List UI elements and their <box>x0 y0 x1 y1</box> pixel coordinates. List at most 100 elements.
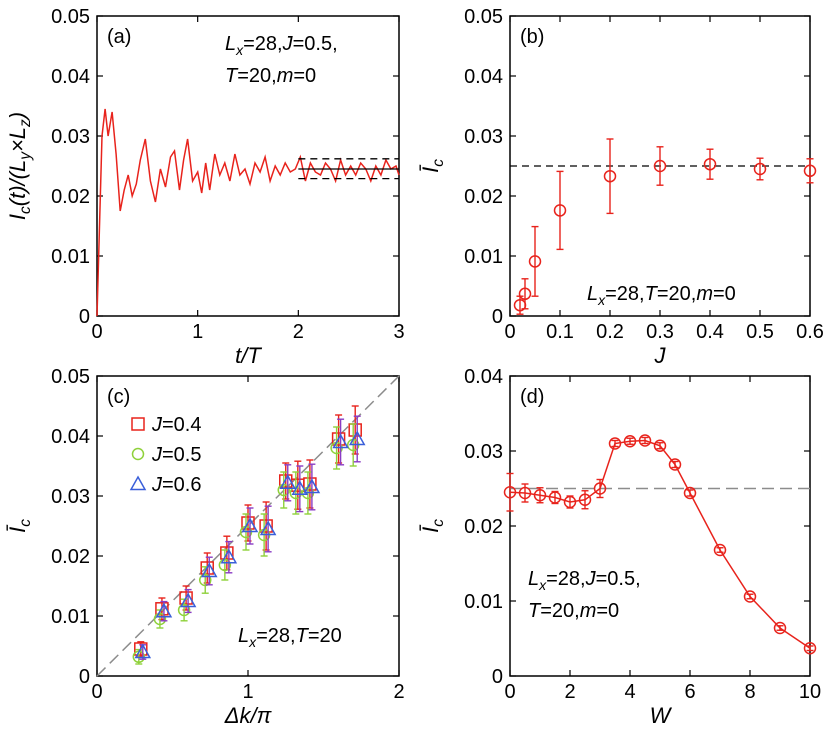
y-tick-label: 0.05 <box>464 6 503 28</box>
panel-annotation: T=20,m=0 <box>225 65 316 87</box>
x-tick-label: 1 <box>242 681 253 703</box>
y-tick-label: 0.02 <box>464 516 503 538</box>
data-point <box>155 602 173 618</box>
data-point <box>593 482 607 495</box>
data-point <box>348 430 366 446</box>
y-tick-label: 0.03 <box>464 126 503 148</box>
data-point <box>623 435 637 448</box>
y-tick-label: 0.03 <box>51 126 90 148</box>
y-tick-label: 0.04 <box>51 66 90 88</box>
x-axis-label: J <box>654 343 667 368</box>
x-tick-label: 6 <box>684 681 695 703</box>
data-point <box>198 573 212 587</box>
x-axis-label: W <box>650 703 673 728</box>
y-tick-label: 0.03 <box>464 441 503 463</box>
y-tick-label: 0 <box>492 306 503 328</box>
data-point <box>259 519 273 533</box>
x-tick-label: 0 <box>504 321 515 343</box>
series-line <box>96 108 400 317</box>
y-tick-label: 0.02 <box>51 186 90 208</box>
data-point <box>331 432 346 446</box>
x-axis-label: t/T <box>235 343 262 368</box>
data-point <box>638 434 652 447</box>
data-point <box>220 546 234 560</box>
y-tick-label: 0 <box>492 666 503 688</box>
y-tick-label: 0.02 <box>464 186 503 208</box>
data-point <box>134 642 148 656</box>
data-point <box>179 592 197 608</box>
y-tick-label: 0.01 <box>51 606 90 628</box>
data-point <box>528 255 542 268</box>
x-axis-label: Δk/π <box>224 703 273 728</box>
legend-marker <box>129 475 147 491</box>
data-point <box>653 439 667 452</box>
data-point <box>518 287 532 301</box>
panel-label: (d) <box>520 386 544 408</box>
panel-d: 0 2 4 6 8 10 0 0.01 0.02 0.03 0.04 W Īc​ (d) Lx​=28,J=… <box>418 366 821 728</box>
data-point <box>553 204 567 217</box>
data-point <box>518 486 532 500</box>
data-point <box>608 437 622 450</box>
y-tick-label: 0.03 <box>51 486 90 508</box>
panel-annotation: T=20,m=0 <box>528 600 619 622</box>
data-point <box>533 489 547 502</box>
y-tick-label: 0.05 <box>51 6 90 28</box>
x-tick-label: 8 <box>744 681 755 703</box>
plot-frame <box>96 15 400 317</box>
x-tick-label: 3 <box>393 321 404 343</box>
y-axis-label: Īc​ <box>5 519 34 533</box>
x-tick-label: 10 <box>799 681 821 703</box>
x-tick-label: 0.5 <box>746 321 774 343</box>
legend-marker <box>131 417 145 431</box>
panel-annotation: Lx​=28,T=20 <box>238 625 342 650</box>
data-point <box>743 590 757 603</box>
data-point <box>155 602 169 616</box>
panel-c: 01200.010.020.030.040.05Δk/πĪc​(c)J=0.4J… <box>5 366 405 728</box>
data-point <box>668 458 682 471</box>
legend-label: J=0.4 <box>151 414 201 436</box>
data-point <box>179 591 193 605</box>
x-tick-label: 0.6 <box>796 321 824 343</box>
x-tick-label: 4 <box>624 681 635 703</box>
panel-label: (a) <box>107 26 131 48</box>
data-point <box>241 517 259 533</box>
x-tick-label: 0 <box>91 321 102 343</box>
data-point <box>773 621 787 635</box>
y-axis-label: Īc​ <box>418 519 447 533</box>
data-point <box>291 480 309 496</box>
data-point <box>653 159 667 173</box>
data-point <box>332 433 349 449</box>
y-tick-label: 0 <box>79 666 90 688</box>
data-point <box>220 548 238 564</box>
x-tick-label: 0 <box>504 681 515 703</box>
y-tick-label: 0.02 <box>51 546 90 568</box>
data-point <box>803 642 817 655</box>
data-point <box>503 486 517 499</box>
x-tick-label: 0.1 <box>546 321 574 343</box>
data-point <box>241 516 255 530</box>
data-point <box>177 603 191 617</box>
panel-a: 0 1 2 3 0 0.01 0.02 0.03 0.04 0.05 t/T Ic​(t)/(Ly​×… <box>5 6 405 368</box>
x-tick-label: 2 <box>293 321 304 343</box>
data-point <box>563 495 577 509</box>
y-axis-label: Ic​(t)/(Ly​×Lz​) <box>5 112 34 220</box>
y-axis-label: Īc​ <box>418 159 447 173</box>
x-tick-label: 2 <box>393 681 404 703</box>
y-tick-label: 0.01 <box>51 246 90 268</box>
x-tick-label: 0 <box>91 681 102 703</box>
data-point <box>303 477 317 491</box>
plot-frame <box>509 375 811 677</box>
legend: J=0.4 J=0.5 J=0.6 <box>129 414 201 496</box>
data-point <box>277 483 290 497</box>
data-point <box>200 561 214 575</box>
data-point <box>803 164 817 178</box>
data-point <box>303 478 321 494</box>
y-tick-label: 0 <box>79 306 90 328</box>
legend-marker <box>131 447 145 461</box>
data-point <box>200 562 218 578</box>
data-point <box>753 162 767 176</box>
panel-annotation: Lx​=28,J=0.5, <box>225 33 338 58</box>
panel-label: (b) <box>520 26 544 48</box>
data-point <box>603 169 617 183</box>
